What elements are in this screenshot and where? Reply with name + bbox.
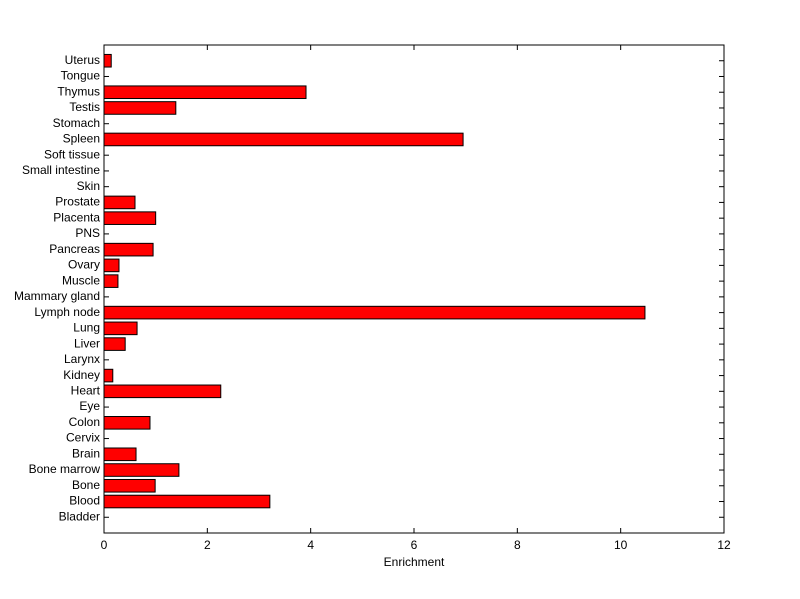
- y-tick-label: Small intestine: [22, 163, 100, 177]
- y-tick-label: Kidney: [63, 368, 100, 382]
- bar: [103, 337, 126, 351]
- y-tick-label: Uterus: [65, 53, 100, 67]
- x-tick-label: 10: [614, 538, 628, 552]
- y-tick-label: Lung: [73, 321, 100, 335]
- y-tick-label: Pancreas: [49, 242, 100, 256]
- y-tick-label: Heart: [71, 383, 101, 397]
- y-tick-label: Muscle: [62, 273, 100, 287]
- y-tick-label: Testis: [69, 100, 100, 114]
- bar: [103, 132, 464, 147]
- bar: [103, 258, 120, 273]
- x-tick-label: 8: [514, 538, 521, 552]
- bar: [103, 494, 271, 509]
- axes-box: [103, 44, 725, 534]
- y-tick-label: Larynx: [64, 352, 100, 366]
- x-tick-label: 4: [307, 538, 314, 552]
- y-tick-label: Bladder: [59, 509, 100, 523]
- y-tick-label: Placenta: [53, 210, 100, 224]
- y-tick-label: Bone: [72, 478, 100, 492]
- bar: [103, 242, 154, 257]
- bar: [103, 53, 112, 68]
- y-tick-label: Bone marrow: [29, 462, 101, 476]
- bar: [103, 274, 119, 288]
- y-tick-label: Lymph node: [34, 305, 100, 319]
- bar: [103, 368, 114, 383]
- x-axis-label: Enrichment: [384, 555, 445, 569]
- y-tick-label: Mammary gland: [14, 289, 100, 303]
- x-tick-label: 12: [717, 538, 731, 552]
- x-tick-label: 2: [204, 538, 211, 552]
- bar: [103, 195, 136, 210]
- y-tick-label: Tongue: [61, 69, 101, 83]
- x-tick-label: 6: [411, 538, 418, 552]
- x-tick-label: 0: [101, 538, 108, 552]
- y-tick-label: PNS: [75, 226, 100, 240]
- bar: [103, 463, 180, 477]
- plot-area: [104, 45, 724, 533]
- bar: [103, 478, 156, 493]
- y-tick-label: Soft tissue: [44, 147, 100, 161]
- y-tick-label: Colon: [69, 415, 100, 429]
- y-tick-label: Blood: [69, 494, 100, 508]
- y-tick-label: Prostate: [55, 195, 100, 209]
- bar: [103, 85, 307, 100]
- y-tick-label: Liver: [74, 336, 100, 350]
- bar: [103, 305, 646, 320]
- bar: [103, 416, 151, 430]
- y-tick-label: Brain: [72, 446, 100, 460]
- y-tick-label: Cervix: [66, 431, 100, 445]
- bar: [103, 447, 137, 462]
- y-tick-label: Spleen: [63, 132, 100, 146]
- bar: [103, 384, 222, 399]
- y-tick-label: Ovary: [68, 258, 100, 272]
- y-tick-label: Thymus: [57, 84, 100, 98]
- y-tick-label: Stomach: [53, 116, 100, 130]
- bar: [103, 321, 138, 336]
- bar: [103, 101, 177, 115]
- y-tick-label: Eye: [79, 399, 100, 413]
- y-tick-label: Skin: [77, 179, 100, 193]
- bar: [103, 211, 157, 225]
